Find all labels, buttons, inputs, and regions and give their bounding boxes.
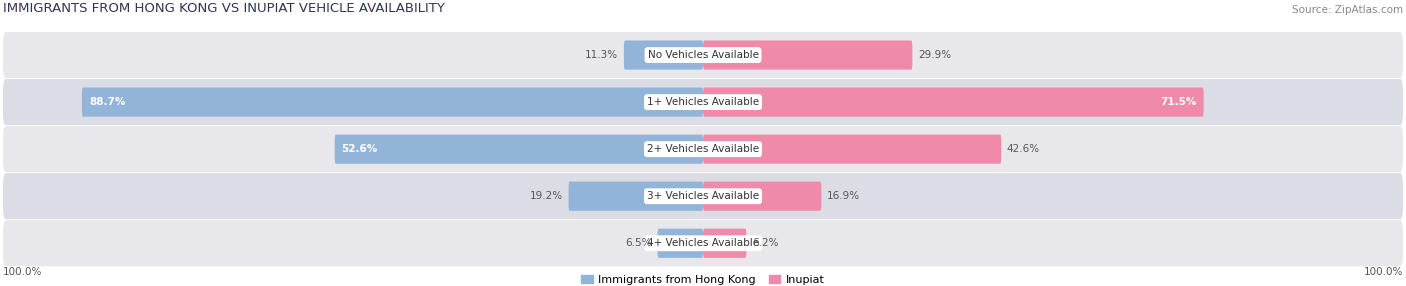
Text: 88.7%: 88.7% xyxy=(89,97,125,107)
FancyBboxPatch shape xyxy=(568,182,703,211)
FancyBboxPatch shape xyxy=(703,229,747,258)
Text: 1+ Vehicles Available: 1+ Vehicles Available xyxy=(647,97,759,107)
Text: 16.9%: 16.9% xyxy=(827,191,860,201)
Text: Source: ZipAtlas.com: Source: ZipAtlas.com xyxy=(1292,5,1403,15)
FancyBboxPatch shape xyxy=(3,173,1403,219)
Text: 4+ Vehicles Available: 4+ Vehicles Available xyxy=(647,238,759,248)
Text: 29.9%: 29.9% xyxy=(918,50,950,60)
FancyBboxPatch shape xyxy=(3,126,1403,172)
Text: 71.5%: 71.5% xyxy=(1160,97,1197,107)
FancyBboxPatch shape xyxy=(703,182,821,211)
Text: 11.3%: 11.3% xyxy=(585,50,619,60)
Text: No Vehicles Available: No Vehicles Available xyxy=(648,50,758,60)
FancyBboxPatch shape xyxy=(624,40,703,69)
FancyBboxPatch shape xyxy=(82,88,703,117)
Text: 100.0%: 100.0% xyxy=(1364,267,1403,277)
Text: 42.6%: 42.6% xyxy=(1007,144,1040,154)
Text: 3+ Vehicles Available: 3+ Vehicles Available xyxy=(647,191,759,201)
FancyBboxPatch shape xyxy=(703,88,1204,117)
FancyBboxPatch shape xyxy=(3,32,1403,78)
FancyBboxPatch shape xyxy=(335,135,703,164)
Text: IMMIGRANTS FROM HONG KONG VS INUPIAT VEHICLE AVAILABILITY: IMMIGRANTS FROM HONG KONG VS INUPIAT VEH… xyxy=(3,2,444,15)
Text: 6.2%: 6.2% xyxy=(752,238,779,248)
Text: 52.6%: 52.6% xyxy=(342,144,378,154)
Text: 19.2%: 19.2% xyxy=(530,191,562,201)
FancyBboxPatch shape xyxy=(703,135,1001,164)
Legend: Immigrants from Hong Kong, Inupiat: Immigrants from Hong Kong, Inupiat xyxy=(582,275,824,285)
Text: 100.0%: 100.0% xyxy=(3,267,42,277)
FancyBboxPatch shape xyxy=(3,220,1403,266)
Text: 2+ Vehicles Available: 2+ Vehicles Available xyxy=(647,144,759,154)
FancyBboxPatch shape xyxy=(3,79,1403,125)
Text: 6.5%: 6.5% xyxy=(626,238,652,248)
FancyBboxPatch shape xyxy=(703,40,912,69)
FancyBboxPatch shape xyxy=(658,229,703,258)
